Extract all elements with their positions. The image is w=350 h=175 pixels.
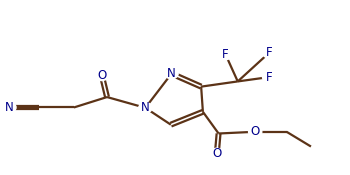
- Ellipse shape: [219, 49, 232, 60]
- Text: O: O: [251, 125, 260, 138]
- Ellipse shape: [165, 68, 178, 79]
- Ellipse shape: [262, 48, 276, 58]
- Text: O: O: [212, 147, 222, 160]
- Ellipse shape: [248, 127, 262, 137]
- Text: O: O: [97, 69, 106, 82]
- Text: F: F: [266, 71, 272, 84]
- Text: F: F: [266, 46, 272, 59]
- Ellipse shape: [95, 70, 108, 80]
- Ellipse shape: [262, 72, 276, 82]
- Ellipse shape: [139, 103, 152, 113]
- Text: F: F: [222, 48, 229, 61]
- Text: N: N: [141, 101, 150, 114]
- Ellipse shape: [3, 102, 16, 113]
- Text: N: N: [5, 101, 14, 114]
- Text: N: N: [167, 67, 176, 80]
- Ellipse shape: [210, 148, 223, 159]
